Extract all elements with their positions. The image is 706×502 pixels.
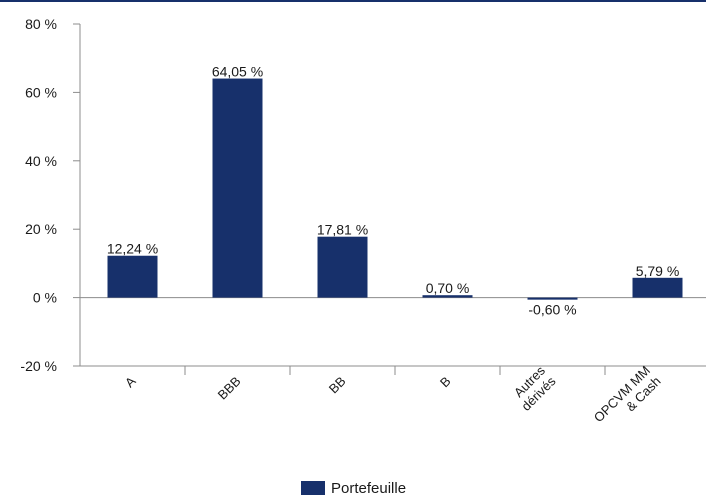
bar-a — [107, 255, 158, 298]
legend: Portefeuille — [301, 480, 406, 497]
x-axis-labels: A BBB BB B Autresdérivés OPCVM MM& Cash — [122, 363, 664, 436]
data-label: -0,60 % — [528, 302, 576, 318]
legend-label-portefeuille: Portefeuille — [331, 480, 406, 497]
y-axis: 80 % 60 % 40 % 20 % 0 % -20 % — [20, 16, 80, 374]
data-label: 5,79 % — [636, 263, 680, 279]
x-tick-label-line: A — [122, 373, 139, 390]
y-tick-label: 40 % — [25, 153, 57, 169]
bars — [107, 78, 683, 300]
x-tick-label-line: BB — [326, 374, 349, 397]
x-tick-label: BB — [326, 374, 349, 397]
data-label: 12,24 % — [107, 241, 158, 257]
x-tick-label: A — [122, 373, 139, 390]
y-tick-label: -20 % — [20, 358, 57, 374]
x-tick-label-line: B — [437, 374, 454, 391]
legend-swatch-portefeuille — [301, 481, 325, 495]
bar-bbb — [212, 78, 263, 298]
x-tick-label-line: BBB — [215, 374, 244, 403]
data-label: 0,70 % — [426, 280, 470, 296]
x-tick-label: Autresdérivés — [508, 363, 559, 414]
x-tick-label: BBB — [215, 374, 244, 403]
y-tick-label: 80 % — [25, 16, 57, 32]
bar-autres-d-riv-s — [527, 297, 578, 300]
bar-opcvm-mm-cash — [632, 277, 683, 298]
axes — [79, 24, 706, 375]
x-tick-label: B — [437, 374, 454, 391]
x-tick-label: OPCVM MM& Cash — [591, 363, 664, 436]
data-label: 17,81 % — [317, 222, 368, 238]
y-tick-label: 20 % — [25, 221, 57, 237]
bar-b — [422, 295, 473, 298]
data-labels: 12,24 % 64,05 % 17,81 % 0,70 % -0,60 % 5,79 % — [107, 64, 679, 318]
y-tick-label: 60 % — [25, 84, 57, 100]
y-tick-label: 0 % — [33, 290, 57, 306]
bar-bb — [317, 236, 368, 298]
data-label: 64,05 % — [212, 64, 263, 80]
